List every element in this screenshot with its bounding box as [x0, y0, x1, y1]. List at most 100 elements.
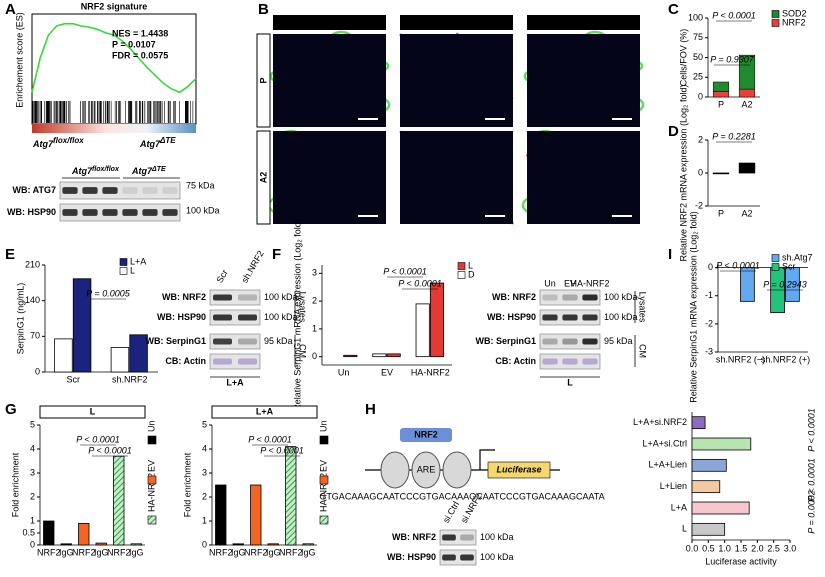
- blot-strip: [209, 309, 261, 326]
- y-tick-label: 70: [30, 331, 40, 341]
- legend-label: HA-NRF2: [146, 473, 156, 512]
- channel-header: [400, 15, 513, 30]
- size-marker: 100 kDa: [604, 312, 638, 322]
- x-axis-label: Luciferase activity: [705, 556, 777, 566]
- legend-swatch: [147, 435, 157, 445]
- panel-label: G: [5, 401, 17, 418]
- legend-swatch: [319, 515, 329, 525]
- fraction-label: CM: [638, 344, 648, 358]
- band: [238, 314, 257, 321]
- y-tick-label: 1: [312, 323, 317, 333]
- genotype: ΔTE: [151, 166, 166, 173]
- channel-label: Merge: [570, 17, 597, 27]
- legend-swatch: [119, 258, 128, 266]
- chart-title: L+A: [256, 406, 274, 416]
- y-axis-label: Cells/FOV (%): [678, 29, 688, 87]
- bar: [740, 267, 755, 302]
- y-tick-label: 0: [698, 167, 703, 177]
- bar: [250, 484, 262, 546]
- y-axis-label: Relative SerpinG1 mRNA expression (Log₂ …: [688, 211, 698, 403]
- x-tick-label: P: [718, 99, 724, 109]
- band: [582, 358, 598, 365]
- size-marker: 100 kDa: [264, 312, 298, 322]
- band: [82, 209, 98, 216]
- blot-row-label: WB: NRF2: [492, 292, 536, 302]
- band: [213, 314, 232, 321]
- micrograph: [400, 34, 513, 127]
- blot-row-label: CB: Actin: [495, 356, 536, 366]
- bar: [302, 543, 314, 546]
- x-tick-label: 2.5: [767, 543, 780, 553]
- band: [582, 338, 598, 345]
- bar: [285, 446, 297, 546]
- legend-swatch: [771, 263, 780, 271]
- legend-swatch: [457, 271, 466, 279]
- legend-swatch: [771, 10, 780, 18]
- legend-swatch: [119, 267, 128, 275]
- band: [238, 338, 257, 345]
- micrograph: [527, 131, 640, 224]
- legend-swatch: [771, 254, 780, 262]
- reporter-box: [487, 461, 551, 479]
- bar: [215, 484, 227, 546]
- bar: [386, 353, 401, 358]
- legend-swatch: [771, 19, 780, 27]
- bar: [785, 267, 800, 302]
- blot-row-label: WB: HSP90: [7, 207, 56, 217]
- lane-label: Scr: [214, 268, 229, 285]
- micrograph: [400, 131, 513, 224]
- blot-strip: [439, 529, 477, 546]
- panel-label: I: [668, 246, 672, 263]
- legend-swatch: [457, 262, 466, 270]
- x-tick-label: 0.0: [686, 543, 699, 553]
- y-tick-label: 2: [312, 295, 317, 305]
- x-tick-label: IgG: [301, 547, 316, 557]
- bar: [232, 543, 244, 546]
- bar-segment: [738, 88, 756, 98]
- legend-label: L: [130, 265, 135, 275]
- band: [542, 338, 558, 345]
- gene: Atg7: [131, 166, 153, 176]
- band: [562, 338, 578, 345]
- bar: [691, 522, 726, 536]
- x-tick-label: P: [718, 208, 724, 218]
- legend-label: sh.Atg7: [782, 252, 813, 262]
- band: [102, 209, 118, 216]
- panel-label: A: [5, 1, 16, 18]
- x-tick-label: IgG: [59, 547, 74, 557]
- blot-strip: [59, 181, 181, 200]
- bar: [95, 542, 107, 546]
- legend-label: Un: [146, 420, 156, 432]
- micrograph: [273, 34, 386, 127]
- genotype: flox/flox: [92, 166, 120, 173]
- nucleosome: [411, 451, 441, 489]
- group-label: Atg7flox/flox: [32, 136, 84, 149]
- channel-header: [273, 15, 386, 30]
- band: [238, 294, 257, 301]
- y-tick-label: 0.5: [22, 527, 35, 537]
- x-tick-label: HA-NRF2: [411, 367, 450, 377]
- x-tick-label: 3.0: [784, 543, 797, 553]
- p-value: P < 0.0001: [806, 408, 816, 451]
- y-tick-label: L: [682, 524, 687, 534]
- panel-label: F: [272, 246, 281, 263]
- x-tick-label: Un: [338, 367, 350, 377]
- legend-swatch: [147, 475, 157, 485]
- legend-label: L: [468, 260, 473, 270]
- y-tick-label: 210: [25, 259, 40, 269]
- row-box: [256, 33, 271, 128]
- x-tick-label: 1.5: [735, 543, 748, 553]
- x-tick-label: IgG: [231, 547, 246, 557]
- blot-row-label: WB: NRF2: [162, 292, 206, 302]
- y-tick-label: 0: [30, 539, 35, 549]
- bar: [130, 543, 142, 546]
- y-tick-label: -1: [705, 290, 713, 300]
- band: [142, 209, 158, 216]
- legend-swatch: [319, 475, 329, 485]
- lane-label: Un: [544, 278, 556, 288]
- gsea-stat: NES = 1.4438: [112, 28, 168, 38]
- band: [102, 187, 118, 194]
- y-tick-label: -2: [695, 200, 703, 210]
- group-label: Atg7ΔTE: [139, 136, 176, 149]
